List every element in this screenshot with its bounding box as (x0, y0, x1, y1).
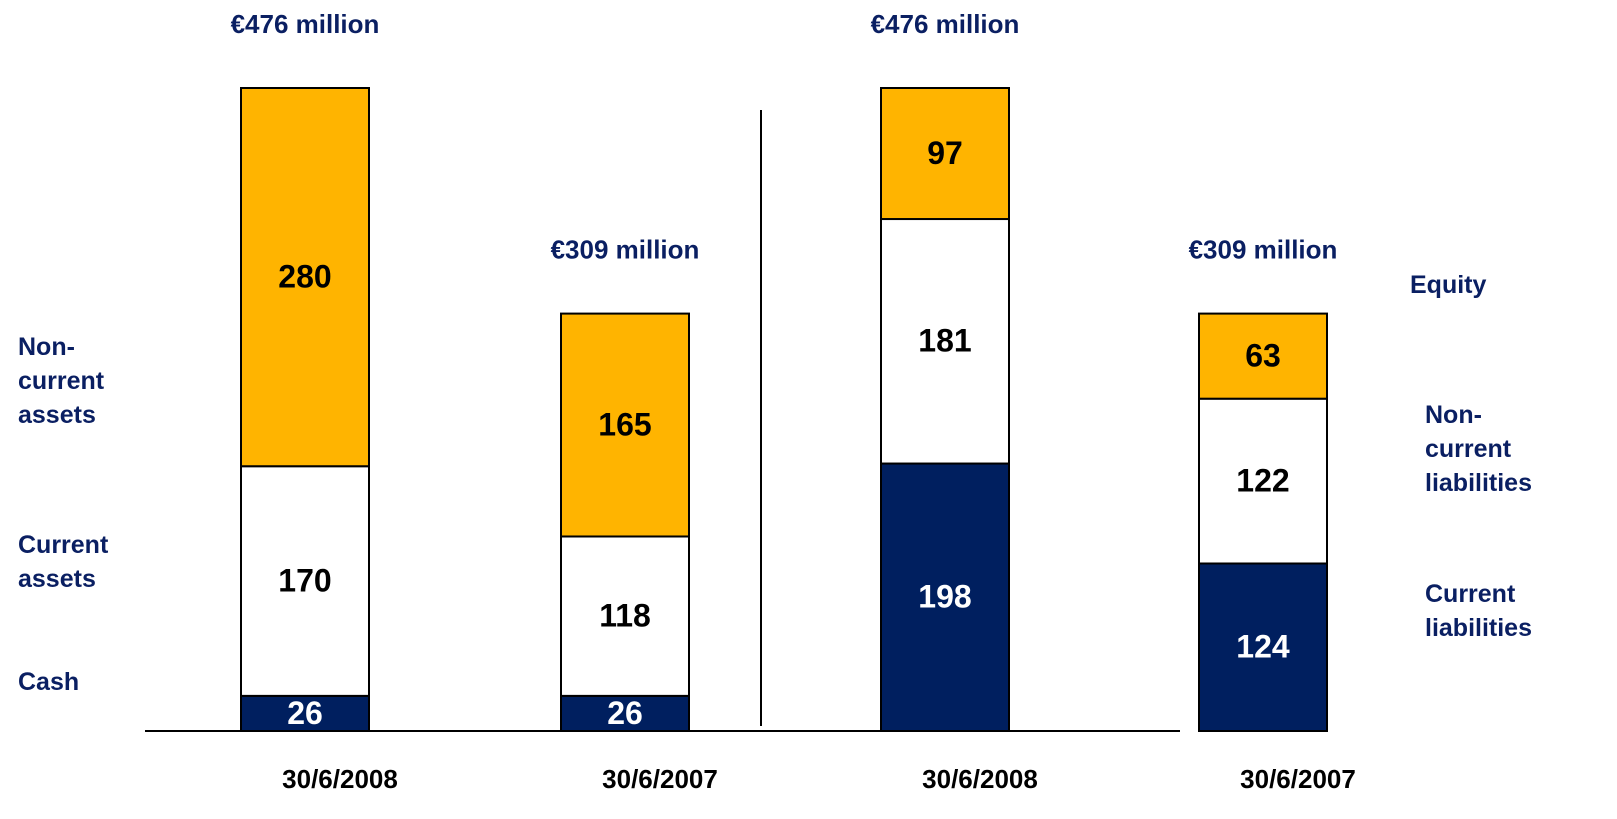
total-label: €309 million (1189, 234, 1338, 264)
value-label: 26 (287, 695, 323, 731)
x-tick-label: 30/6/2007 (1240, 764, 1356, 794)
bar-segment (880, 87, 1010, 221)
legend-label: Equity (1410, 271, 1487, 299)
total-label: €476 million (231, 9, 380, 39)
legend-label: Cash (18, 668, 80, 696)
legend-label: Current liabilities (1425, 580, 1532, 642)
bar-segment (1198, 312, 1328, 400)
legend-label: Current assets (18, 531, 109, 593)
bar-segment (560, 535, 690, 697)
total-label: €309 million (551, 234, 700, 264)
value-label: 97 (927, 135, 963, 171)
value-label: 63 (1245, 338, 1281, 374)
legend-label: Non-current liabilities (1425, 401, 1532, 497)
value-label: 118 (599, 598, 651, 634)
value-label: 198 (918, 579, 971, 615)
value-label: 170 (278, 563, 331, 599)
bar-segment (560, 312, 690, 538)
bar-segment (240, 694, 370, 733)
value-label: 122 (1236, 463, 1289, 499)
value-label: 26 (607, 695, 643, 731)
value-label: 280 (278, 259, 331, 295)
bar-segment (880, 462, 1010, 732)
bar-segment (880, 218, 1010, 465)
bar-segment (1198, 397, 1328, 565)
x-tick-label: 30/6/2008 (922, 764, 1038, 794)
value-label: 124 (1236, 629, 1290, 665)
value-label: 165 (598, 406, 651, 442)
bar-segment (560, 694, 690, 733)
legend-label: Non-current assets (18, 333, 105, 429)
total-label: €476 million (871, 9, 1020, 39)
bar-segment (240, 87, 370, 468)
x-tick-label: 30/6/2007 (602, 764, 718, 794)
value-label: 181 (918, 323, 971, 359)
x-tick-label: 30/6/2008 (282, 764, 398, 794)
